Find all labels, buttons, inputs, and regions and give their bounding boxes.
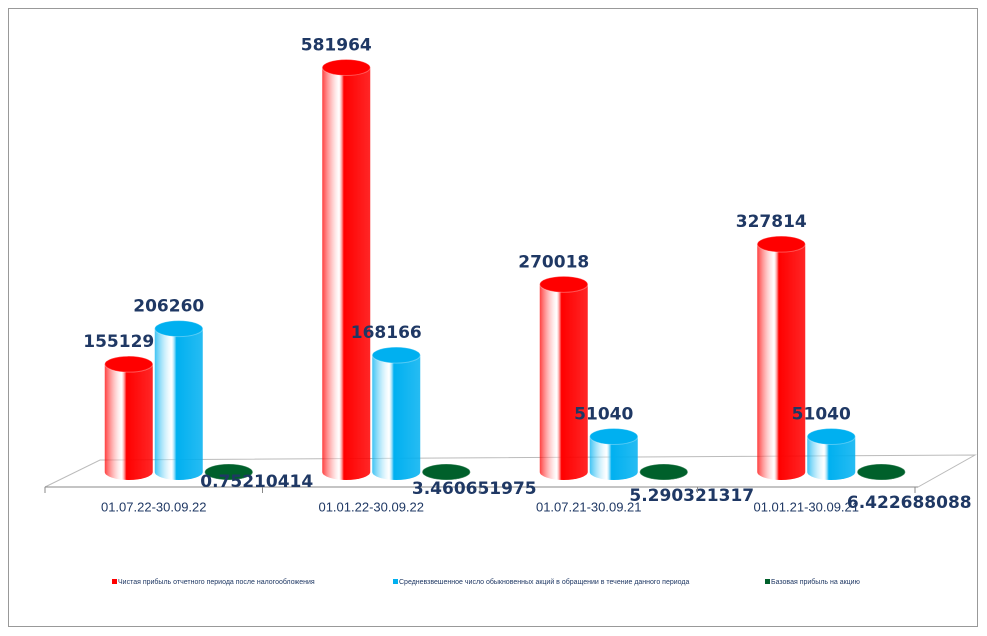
cylinder-top bbox=[371, 346, 421, 364]
value-label: 327814 bbox=[736, 212, 807, 232]
cylinder-top bbox=[104, 355, 154, 373]
cylinder-top bbox=[639, 463, 689, 481]
cylinder-body bbox=[807, 436, 856, 480]
value-label: 155129 bbox=[83, 332, 154, 352]
value-label: 6.422688088 bbox=[847, 493, 972, 513]
bar bbox=[421, 463, 471, 481]
cylinder-top bbox=[204, 463, 254, 481]
cylinder-body bbox=[589, 436, 638, 480]
legend-label: Средневзвешенное число обыкновенных акци… bbox=[399, 578, 689, 586]
cylinder-body bbox=[372, 355, 421, 480]
cylinder-top bbox=[806, 428, 856, 446]
value-label: 51040 bbox=[574, 405, 633, 425]
cylinder-body bbox=[154, 328, 203, 480]
value-label: 0.75210414 bbox=[200, 472, 313, 492]
value-label: 270018 bbox=[518, 252, 589, 272]
bar bbox=[589, 428, 639, 480]
bar bbox=[371, 346, 421, 480]
legend-label: Чистая прибыль отчетного периода после н… bbox=[118, 578, 315, 586]
value-label: 206260 bbox=[133, 297, 204, 317]
x-tick-label: 01.01.22-30.09.22 bbox=[318, 499, 424, 514]
legend-swatch bbox=[765, 579, 770, 584]
legend-swatch bbox=[112, 579, 117, 584]
cylinder-top bbox=[321, 59, 371, 77]
cylinder-body bbox=[539, 284, 588, 480]
bar bbox=[539, 275, 589, 480]
bar bbox=[154, 320, 204, 480]
cylinder-top bbox=[589, 428, 639, 446]
value-label: 3.460651975 bbox=[412, 479, 537, 499]
cylinder-top bbox=[421, 463, 471, 481]
x-tick-label: 01.07.22-30.09.22 bbox=[101, 499, 207, 514]
bar bbox=[639, 463, 689, 481]
legend-label: Базовая прибыль на акцию bbox=[771, 578, 860, 586]
legend-swatch bbox=[393, 579, 398, 584]
bar bbox=[856, 463, 906, 481]
value-label: 168166 bbox=[351, 323, 422, 343]
bar bbox=[806, 428, 856, 480]
bar bbox=[104, 355, 154, 480]
cylinder-body bbox=[104, 364, 153, 480]
cylinder-top bbox=[154, 320, 204, 338]
chart-frame bbox=[8, 8, 978, 627]
x-tick-label: 01.01.21-30.09.21 bbox=[753, 499, 859, 514]
cylinder-body bbox=[757, 244, 806, 480]
value-label: 581964 bbox=[301, 36, 372, 56]
cylinder-top bbox=[856, 463, 906, 481]
x-tick-label: 01.07.21-30.09.21 bbox=[536, 499, 642, 514]
bar bbox=[756, 235, 806, 480]
value-label: 51040 bbox=[792, 405, 851, 425]
bar bbox=[321, 59, 371, 480]
cylinder-top bbox=[756, 235, 806, 253]
value-label: 5.290321317 bbox=[629, 486, 754, 506]
bar bbox=[204, 463, 254, 481]
cylinder-body bbox=[322, 67, 371, 480]
cylinder-top bbox=[539, 275, 589, 293]
